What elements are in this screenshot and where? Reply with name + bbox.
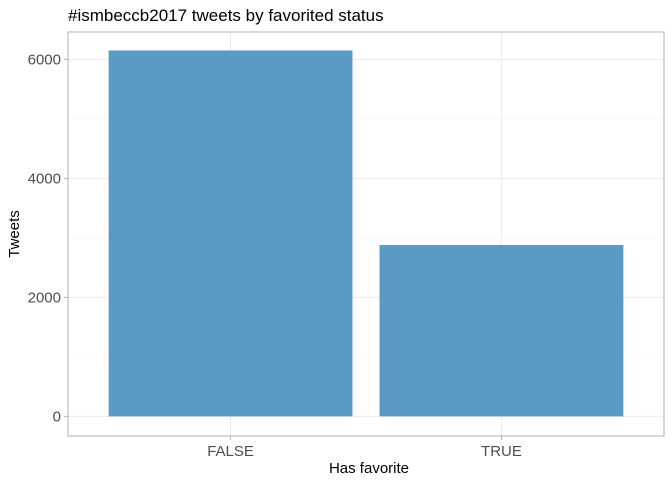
y-tick-label: 4000 xyxy=(28,170,61,187)
y-tick-label: 2000 xyxy=(28,289,61,306)
plot-panel xyxy=(67,31,665,437)
chart-title: #ismbeccb2017 tweets by favorited status xyxy=(68,6,384,25)
y-tick-label: 6000 xyxy=(28,51,61,68)
y-axis-title: Tweets xyxy=(6,210,23,258)
panel-border xyxy=(67,31,665,437)
y-axis-ticks: 0 2000 4000 6000 xyxy=(28,51,68,425)
bars xyxy=(108,50,624,417)
y-tick-label: 0 xyxy=(53,408,61,425)
x-axis-title: Has favorite xyxy=(329,460,409,477)
bar-true xyxy=(379,245,624,417)
x-tick-label: TRUE xyxy=(481,443,522,460)
bar-false xyxy=(108,50,353,417)
x-tick-label: FALSE xyxy=(207,443,254,460)
x-axis-ticks: FALSE TRUE xyxy=(207,436,522,460)
